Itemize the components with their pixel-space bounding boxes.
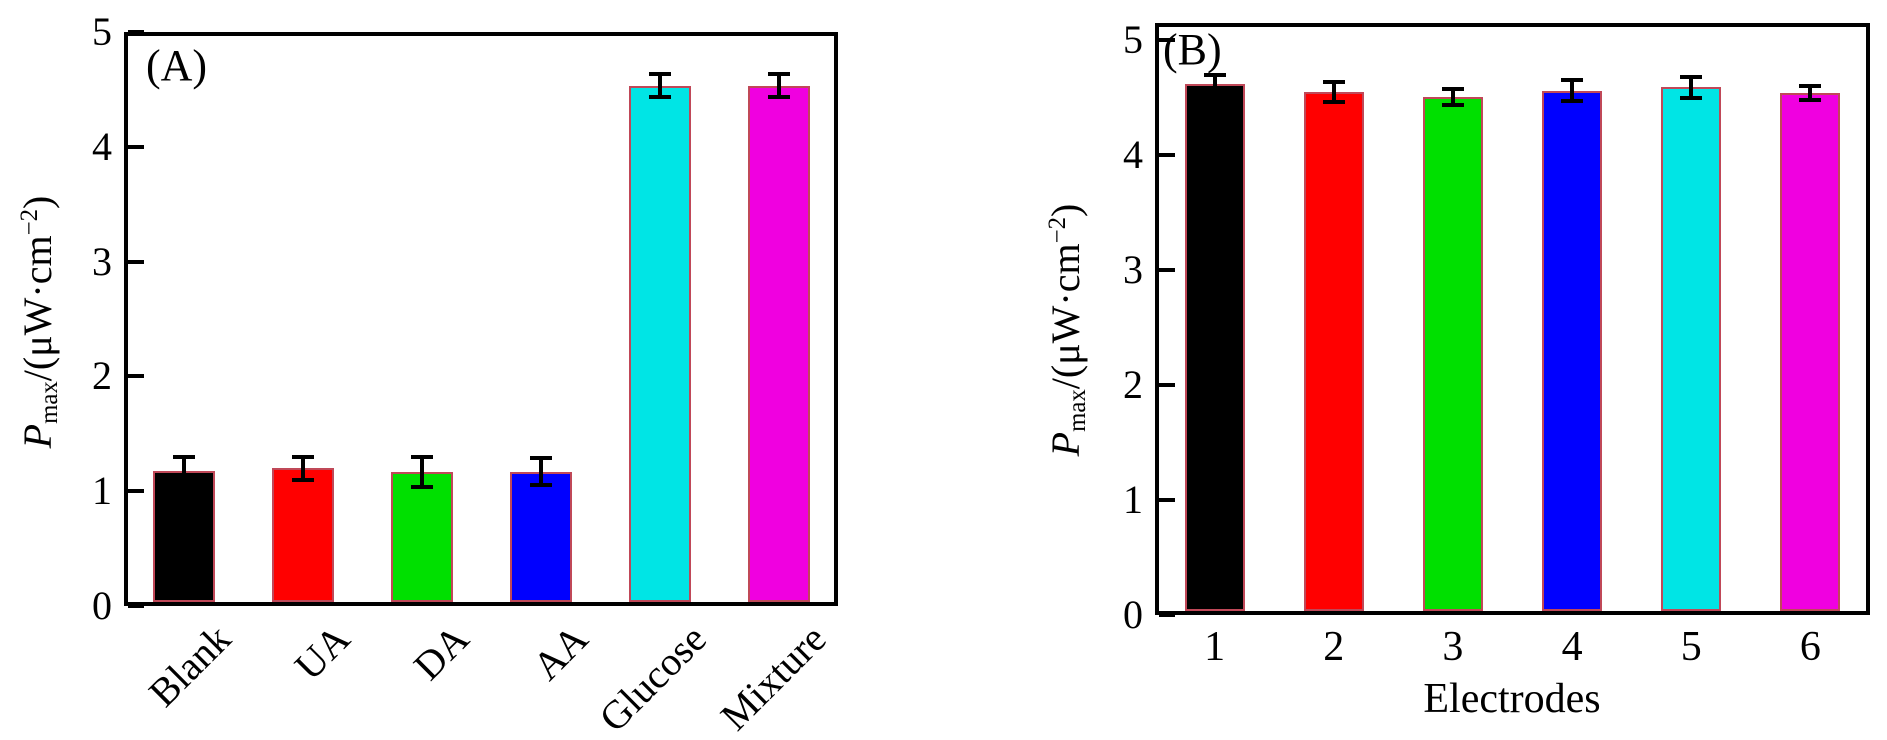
- y-tick-label: 5: [1123, 17, 1143, 63]
- error-bar-cap-top: [529, 455, 552, 460]
- y-tick-label: 3: [1123, 247, 1143, 293]
- x-category-label: Mixture: [711, 615, 835, 739]
- error-bar-cap-bottom: [410, 484, 433, 489]
- error-bar-cap-top: [410, 454, 433, 459]
- error-bar-cap-top: [767, 72, 790, 77]
- error-bar-cap-bottom: [291, 477, 314, 482]
- x-tick-label: 4: [1561, 624, 1583, 670]
- y-tick-label: 4: [1123, 132, 1143, 178]
- error-bar-cap-bottom: [1441, 102, 1464, 107]
- y-tick-label: 5: [92, 9, 112, 54]
- y-tick-mark: [1159, 38, 1175, 43]
- error-bar-line: [1331, 81, 1336, 103]
- error-bar-line: [419, 456, 424, 487]
- x-tick-label: 6: [1799, 624, 1821, 670]
- error-bar-cap-top: [1680, 75, 1703, 80]
- y-tick-mark: [1159, 383, 1175, 388]
- error-bar-cap-bottom: [767, 95, 790, 100]
- y-tick-label: 2: [92, 353, 112, 399]
- y-tick-label: 2: [1123, 362, 1143, 408]
- x-tick-label: 1: [1204, 624, 1226, 670]
- y-tick-label: 4: [92, 123, 112, 169]
- error-bar-cap-top: [291, 454, 314, 459]
- y-tick-mark: [1159, 268, 1175, 273]
- y-tick-label: 1: [92, 468, 112, 514]
- bar-Mixture: [747, 85, 810, 602]
- bar-1: [1184, 83, 1245, 611]
- y-axis-title-a: Pmax/(μW·cm−2): [15, 195, 63, 449]
- y-tick-mark: [128, 374, 144, 379]
- y-tick-mark: [1159, 153, 1175, 158]
- error-bar-line: [657, 74, 662, 98]
- error-bar-line: [1689, 77, 1694, 98]
- error-bar-line: [1212, 74, 1217, 94]
- y-tick-label: 0: [92, 583, 112, 628]
- panel-label-a: (A): [146, 41, 208, 90]
- error-bar-cap-bottom: [1203, 91, 1226, 96]
- x-tick-label: 3: [1442, 624, 1464, 670]
- x-category-label: DA: [404, 615, 478, 689]
- y-tick-mark: [1159, 613, 1175, 617]
- ylabel-superscript: −2: [16, 208, 44, 236]
- error-bar-cap-bottom: [1680, 95, 1703, 100]
- ylabel-close: ): [1043, 203, 1088, 217]
- plot-frame-b: [1155, 23, 1870, 615]
- error-bar-cap-bottom: [1799, 98, 1822, 103]
- error-bar-cap-top: [1799, 84, 1822, 89]
- bar-Blank: [152, 470, 215, 602]
- bar-4: [1542, 90, 1603, 611]
- error-bar-cap-bottom: [1322, 100, 1345, 105]
- bar-5: [1661, 87, 1722, 611]
- ylabel-symbol: P: [15, 423, 60, 449]
- y-tick-mark: [128, 144, 144, 149]
- error-bar-cap-top: [1322, 79, 1345, 84]
- x-category-label: AA: [523, 615, 597, 689]
- y-tick-mark: [128, 489, 144, 494]
- x-tick-label: 5: [1680, 624, 1702, 670]
- error-bar-line: [300, 456, 305, 480]
- error-bar-cap-top: [1441, 86, 1464, 91]
- error-bar-cap-bottom: [648, 95, 671, 100]
- ylabel-symbol: P: [1043, 431, 1088, 457]
- error-bar-line: [181, 456, 186, 485]
- x-axis-title-electrodes: Electrodes: [1423, 676, 1601, 722]
- bar-2: [1303, 91, 1364, 611]
- bar-UA: [271, 468, 334, 602]
- y-tick-label: 1: [1123, 477, 1143, 523]
- y-tick-label: 0: [1123, 592, 1143, 637]
- y-tick-label: 3: [92, 238, 112, 284]
- y-tick-mark: [1159, 498, 1175, 503]
- error-bar-cap-bottom: [1561, 99, 1584, 104]
- error-bar-cap-top: [1561, 78, 1584, 83]
- bar-DA: [390, 471, 453, 602]
- y-tick-mark: [128, 30, 144, 34]
- bar-AA: [509, 471, 572, 602]
- error-bar-cap-top: [1203, 72, 1226, 77]
- error-bar-line: [1570, 80, 1575, 102]
- error-bar-line: [1450, 88, 1455, 105]
- panel-label-b: (B): [1163, 25, 1222, 74]
- error-bar-cap-top: [172, 454, 195, 459]
- error-bar-line: [776, 74, 781, 98]
- bar-6: [1780, 93, 1841, 611]
- plot-frame-a: [124, 32, 838, 606]
- x-category-label: Glucose: [590, 615, 716, 740]
- x-category-label: Blank: [139, 615, 240, 716]
- x-category-label: UA: [285, 615, 359, 689]
- ylabel-superscript: −2: [1044, 216, 1072, 244]
- error-bar-cap-top: [648, 72, 671, 77]
- y-axis-title-b: Pmax/(μW·cm−2): [1043, 203, 1091, 457]
- x-tick-label: 2: [1323, 624, 1345, 670]
- error-bar-line: [538, 457, 543, 486]
- error-bar-cap-bottom: [172, 482, 195, 487]
- y-tick-mark: [128, 604, 144, 608]
- bar-Glucose: [628, 85, 691, 602]
- ylabel-close: ): [15, 195, 60, 209]
- error-bar-cap-bottom: [529, 483, 552, 488]
- y-tick-mark: [128, 259, 144, 264]
- error-bar-line: [1808, 86, 1813, 100]
